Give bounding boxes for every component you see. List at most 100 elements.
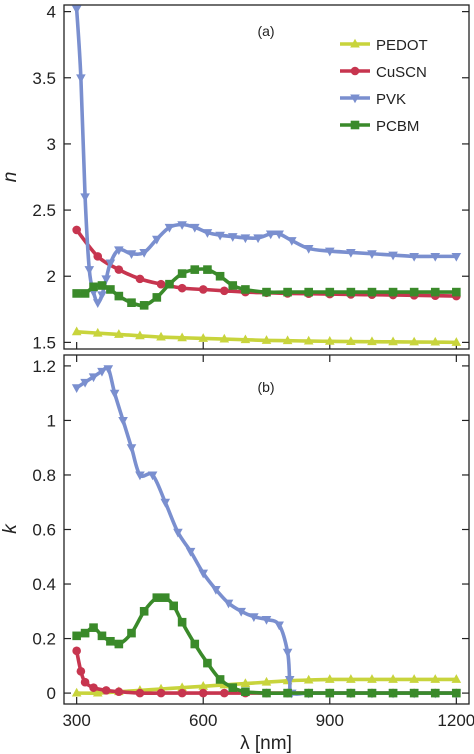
k-pvk-point — [118, 416, 128, 426]
n-pvk-point — [139, 248, 149, 258]
legend-cuscn-label: CuSCN — [376, 64, 427, 81]
k-pvk-point — [147, 471, 158, 481]
k-pvk-point — [274, 621, 284, 631]
k-pcbm-point — [177, 617, 187, 627]
n-pcbm-point — [114, 291, 124, 301]
n-pedot-point — [346, 336, 356, 346]
k-pcbm-point — [283, 688, 292, 698]
n-pcbm-point — [283, 287, 292, 297]
n-pvk-point — [287, 237, 297, 246]
panel-b: (b) k 0 0.2 0.4 0.6 0.8 1 1.2 300 600 900 1200 λ … — [0, 354, 474, 754]
n-pedot-point — [156, 331, 166, 341]
n-pcbm-point — [127, 298, 136, 307]
k-cuscn-point — [76, 666, 86, 676]
k-pcbm-point — [127, 628, 136, 638]
x-tick-label: 1200 — [437, 711, 474, 730]
n-pcbm-point — [97, 281, 107, 290]
n-pcbm-point — [304, 287, 313, 297]
k-pedot-point — [451, 674, 462, 683]
n-pcbm-point — [139, 301, 149, 310]
n-pedot-point — [261, 335, 272, 344]
n-pcbm-point — [177, 269, 187, 278]
n-pcbm-point — [325, 287, 335, 297]
n-pvk-point — [215, 231, 225, 241]
y-tick-label: 0.6 — [32, 521, 56, 540]
k-pedot-point — [388, 674, 398, 683]
n-pcbm-point — [262, 287, 271, 297]
k-pcbm-point — [139, 606, 149, 616]
n-pcbm-point — [228, 281, 238, 290]
k-cuscn-line — [74, 650, 457, 695]
legend-pvk-marker — [350, 94, 360, 104]
y-tick-label: 1 — [47, 411, 56, 430]
k-pcbm-point — [190, 639, 200, 649]
n-pedot-point — [409, 336, 419, 346]
n-pcbm-point — [388, 287, 398, 297]
k-pedot-point — [177, 682, 187, 692]
n-pcbm-point — [72, 289, 81, 298]
k-pedot-point — [92, 687, 103, 697]
n-pcbm-point — [367, 287, 377, 297]
k-pvk-point — [198, 569, 209, 579]
n-pedot-point — [177, 332, 187, 342]
n-pcbm-point — [241, 285, 250, 294]
k-pcbm-point — [97, 631, 107, 641]
k-pcbm-point — [152, 593, 162, 602]
y-tick-label: 1.5 — [32, 333, 56, 352]
n-cuscn-point — [72, 225, 81, 235]
n-pvk-point — [92, 299, 103, 308]
legend-cuscn-marker — [350, 66, 360, 76]
n-pcbm-point — [409, 287, 419, 297]
n-cuscn-point — [93, 252, 103, 261]
k-cuscn-point — [177, 688, 187, 698]
k-pvk-point — [284, 676, 295, 685]
k-pvk-point — [109, 389, 120, 399]
k-pvk-point — [71, 384, 82, 394]
n-cuscn-point — [156, 279, 166, 289]
k-pcbm-point — [114, 639, 124, 649]
legend-pcbm-label: PCBM — [376, 118, 419, 135]
k-pedot-point — [240, 678, 251, 687]
panel-b-ylabel: k — [0, 523, 21, 534]
k-pcbm-point — [452, 688, 461, 698]
y-tick-label: 0.2 — [32, 630, 56, 649]
k-pvk-point — [135, 471, 145, 481]
n-pvk-point — [409, 252, 419, 262]
panel-a-series — [71, 5, 462, 346]
n-pedot-point — [430, 336, 441, 346]
k-pcbm-point — [325, 688, 335, 698]
k-pvk-point — [236, 607, 246, 617]
k-pcbm-point — [262, 688, 271, 698]
k-pcbm-point — [89, 623, 98, 632]
panel-a: (a) n 1.5 2 2.5 3 3.5 4 PEDOT CuSCN PVK PCBM — [0, 3, 470, 352]
n-pedot-point — [303, 335, 314, 345]
k-pvk-point — [211, 586, 221, 595]
n-pvk-point — [303, 245, 314, 254]
panel-a-y-ticks: 1.5 2 2.5 3 3.5 4 — [32, 3, 469, 352]
n-pvk-point — [101, 275, 111, 285]
y-tick-label: 0.4 — [32, 575, 56, 594]
k-pvk-point — [173, 528, 183, 538]
panel-b-tag: (b) — [257, 379, 274, 395]
n-pvk-point — [202, 229, 213, 238]
k-pcbm-point — [241, 687, 250, 697]
legend-pvk-label: PVK — [376, 91, 406, 108]
n-pvk-point — [265, 230, 276, 240]
y-tick-label: 1.2 — [32, 357, 56, 376]
k-cuscn-point — [198, 688, 208, 698]
n-pcbm-point — [215, 271, 225, 281]
n-pvk-point — [71, 5, 82, 15]
n-pvk-point — [80, 193, 90, 203]
k-pvk-point — [88, 373, 99, 383]
n-cuscn-point — [177, 283, 187, 293]
n-cuscn-point — [198, 285, 208, 294]
n-pedot-point — [135, 330, 145, 340]
n-pedot-point — [92, 327, 103, 337]
k-pcbm-point — [203, 658, 212, 668]
k-pcbm-point — [304, 688, 313, 698]
n-pedot-point — [198, 333, 209, 342]
n-pvk-point — [451, 252, 462, 262]
k-pvk-line — [75, 365, 457, 696]
k-pcbm-point — [388, 688, 398, 698]
